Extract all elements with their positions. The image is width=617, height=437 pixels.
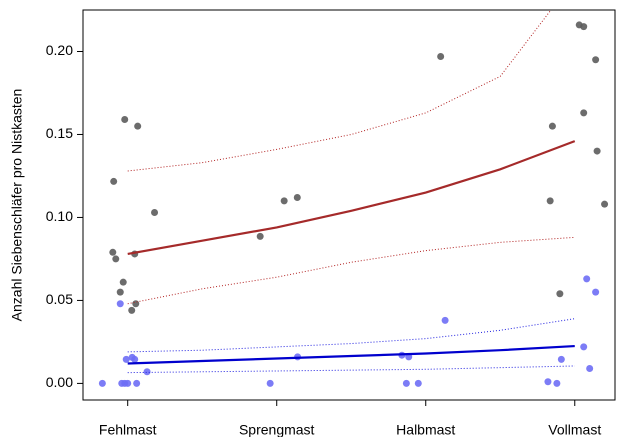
point: [437, 52, 445, 60]
point: [132, 300, 140, 308]
plot-frame: [82, 9, 616, 401]
point: [601, 200, 609, 208]
point: [546, 197, 554, 205]
point: [593, 147, 601, 155]
y-tick-label: 0.05: [46, 291, 73, 307]
point: [548, 122, 556, 130]
point: [119, 278, 127, 286]
point: [402, 379, 410, 387]
y-tick-label: 0.15: [46, 125, 73, 141]
fit-line: [127, 344, 575, 365]
point: [151, 208, 159, 216]
x-tick-label: Fehlmast: [99, 422, 157, 437]
point: [580, 109, 588, 117]
point: [134, 122, 142, 130]
point: [122, 355, 130, 363]
point: [414, 379, 422, 387]
point: [124, 379, 132, 387]
point: [128, 306, 136, 314]
point: [441, 316, 449, 324]
x-tick-label: Vollmast: [548, 422, 601, 437]
point: [143, 368, 151, 376]
point: [109, 248, 117, 256]
point: [580, 343, 588, 351]
point: [110, 177, 118, 185]
point: [544, 378, 552, 386]
point: [557, 355, 565, 363]
point: [116, 288, 124, 296]
point: [98, 379, 106, 387]
point: [112, 255, 120, 263]
point: [586, 364, 594, 372]
point: [256, 232, 264, 240]
point: [121, 116, 129, 124]
x-tick-label: Halbmast: [396, 422, 455, 437]
confidence-line: [127, 236, 575, 305]
confidence-line: [127, 365, 575, 374]
point: [580, 23, 588, 31]
y-tick-label: 0.10: [46, 208, 73, 224]
point: [592, 56, 600, 64]
point: [293, 194, 301, 202]
point: [583, 275, 591, 283]
y-axis-label: Anzahl Siebenschläfer pro Nistkasten: [9, 89, 25, 322]
point: [133, 379, 141, 387]
plot-area: [98, 10, 609, 387]
y-tick-label: 0.20: [46, 42, 73, 58]
y-tick-label: 0.00: [46, 374, 73, 390]
point: [116, 300, 124, 308]
point: [553, 379, 561, 387]
confidence-line: [127, 10, 552, 172]
point: [556, 290, 564, 298]
point: [280, 197, 288, 205]
confidence-line: [127, 318, 575, 353]
x-tick-label: Sprengmast: [239, 422, 315, 437]
point: [266, 379, 274, 387]
point: [592, 288, 600, 296]
point: [131, 355, 139, 363]
fit-line: [127, 140, 576, 256]
